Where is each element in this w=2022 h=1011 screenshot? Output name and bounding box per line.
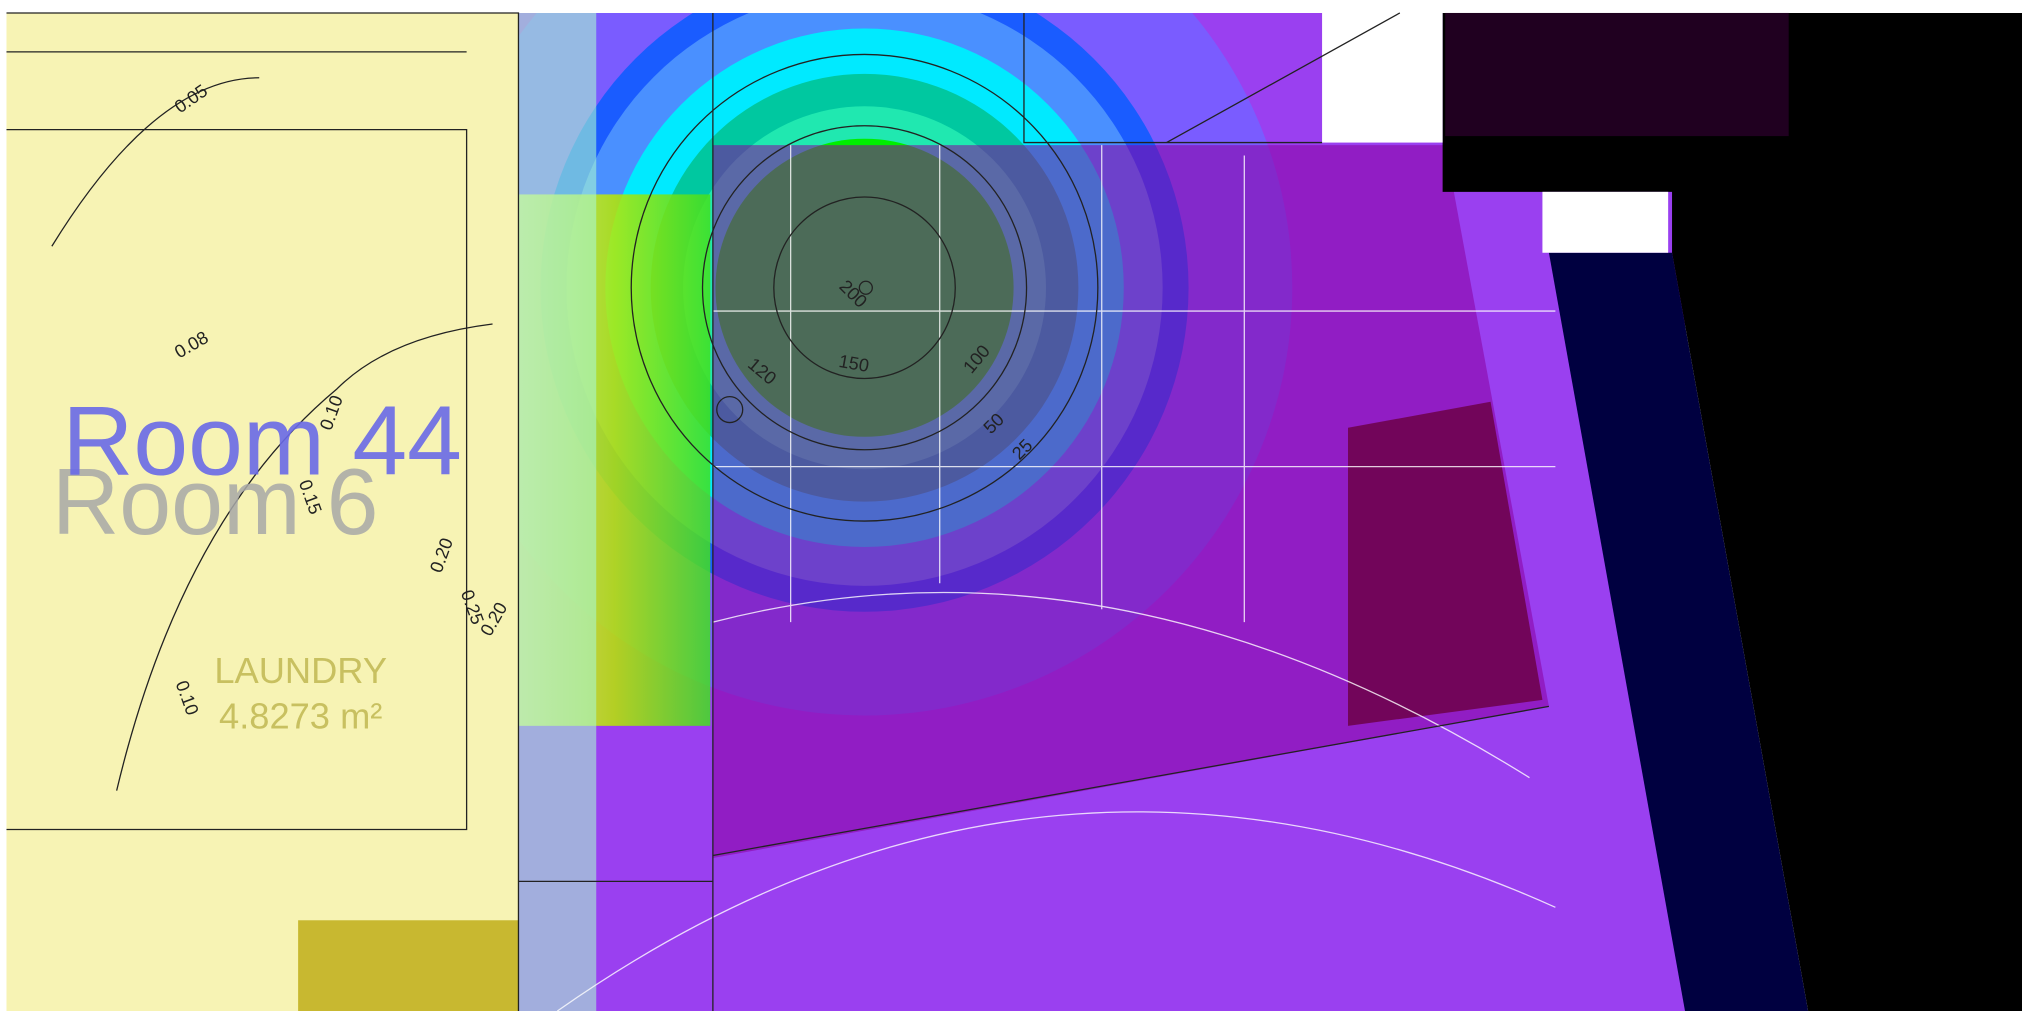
- olive-block: [298, 920, 519, 1011]
- black-zone: [1442, 12, 2022, 1011]
- yellow-zone: [6, 12, 519, 1011]
- white-block: [1542, 191, 1669, 253]
- labels: Room 6 Room 44 LAUNDRY 4.8273 m² 0.050.0…: [52, 80, 1037, 736]
- contour-label: 150: [837, 351, 870, 376]
- dark-zone: [1348, 401, 1543, 726]
- area-name: LAUNDRY: [214, 650, 387, 691]
- grid: [556, 145, 1556, 1011]
- room-label: Room 6: [52, 450, 379, 554]
- contours: [6, 12, 1550, 1011]
- navy-strip: [1548, 252, 1809, 1011]
- dark-band: [1445, 12, 1789, 137]
- room-overlay: [712, 145, 1549, 859]
- room-label: Room 44: [62, 385, 462, 495]
- white-block: [1322, 12, 1443, 143]
- area-size: 4.8273 m²: [219, 695, 382, 736]
